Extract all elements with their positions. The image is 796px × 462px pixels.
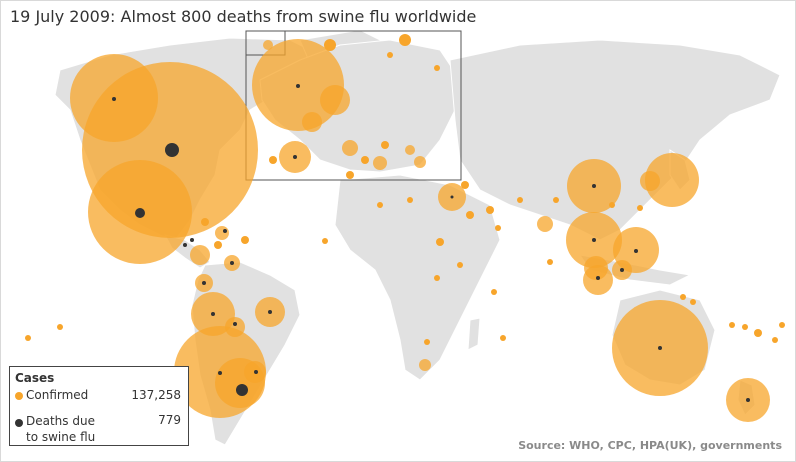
land-africa: [334, 174, 501, 381]
confirmed-small: [553, 197, 559, 203]
death-marker-israel: [450, 195, 454, 199]
death-marker-colombia: [202, 281, 206, 285]
map-title: 19 July 2009: Almost 800 deaths from swi…: [10, 7, 477, 26]
confirmed-small: [269, 156, 277, 164]
confirmed-small: [729, 322, 735, 328]
legend-deaths-value: 779: [158, 413, 181, 427]
confirmed-small: [399, 34, 411, 46]
death-marker-uk: [296, 84, 300, 88]
legend-confirmed-row: Confirmed 137,258: [15, 388, 185, 402]
confirmed-bubble-italy: [342, 140, 358, 156]
confirmed-small: [779, 322, 785, 328]
confirmed-small: [361, 156, 369, 164]
confirmed-bubble-egypt: [414, 156, 426, 168]
death-marker-philippines: [634, 249, 638, 253]
death-marker-peru: [211, 312, 215, 316]
confirmed-dot-icon: [15, 391, 23, 400]
death-marker-chile: [218, 371, 222, 375]
confirmed-small: [772, 337, 778, 343]
confirmed-small: [381, 141, 389, 149]
confirmed-bubble-malaysia: [584, 256, 608, 280]
confirmed-small: [495, 225, 501, 231]
confirmed-bubble-south-africa: [419, 359, 431, 371]
confirmed-small: [461, 181, 469, 189]
legend-heading: Cases: [15, 371, 55, 385]
confirmed-small: [407, 197, 413, 203]
confirmed-bubble-uk-small: [263, 40, 273, 50]
death-marker-central-am-2: [190, 238, 194, 242]
death-marker-spain: [293, 155, 297, 159]
land-madagascar: [467, 317, 481, 351]
death-marker-caribbean: [223, 229, 227, 233]
confirmed-small: [434, 65, 440, 71]
death-marker-venezuela: [230, 261, 234, 265]
confirmed-bubble-bolivia: [225, 317, 245, 337]
death-marker-central-am: [183, 243, 187, 247]
confirmed-small: [214, 241, 222, 249]
confirmed-small: [637, 205, 643, 211]
death-marker-paraguay: [254, 370, 258, 374]
confirmed-small: [387, 52, 393, 58]
confirmed-small: [57, 324, 63, 330]
confirmed-small: [436, 238, 444, 246]
death-marker-argentina: [236, 384, 248, 396]
death-marker-mexico: [135, 208, 145, 218]
confirmed-bubble-india: [537, 216, 553, 232]
confirmed-bubble-japan: [645, 153, 699, 207]
confirmed-bubble-turkey: [405, 145, 415, 155]
legend: Cases Confirmed 137,258 Deaths due to swi…: [9, 366, 189, 446]
confirmed-small: [457, 262, 463, 268]
confirmed-small: [547, 259, 553, 265]
source-credit: Source: WHO, CPC, HPA(UK), governments: [518, 439, 782, 452]
legend-deaths-label-line2: to swine flu: [26, 430, 96, 444]
death-marker-singapore: [596, 276, 600, 280]
confirmed-small: [322, 238, 328, 244]
confirmed-small: [690, 299, 696, 305]
confirmed-small: [201, 218, 209, 226]
legend-confirmed-value: 137,258: [131, 388, 181, 402]
legend-deaths-label: Deaths due to swine flu: [26, 413, 95, 445]
confirmed-small: [434, 275, 440, 281]
death-marker-new-zealand: [746, 398, 750, 402]
europe-inset-frame: [245, 30, 462, 181]
legend-confirmed-label: Confirmed: [26, 388, 89, 402]
confirmed-small: [486, 206, 494, 214]
confirmed-bubble-germany: [320, 85, 350, 115]
confirmed-small: [609, 202, 615, 208]
confirmed-bubble-caribbean: [215, 226, 229, 240]
death-marker-brazil: [268, 310, 272, 314]
confirmed-bubble-france: [302, 112, 322, 132]
confirmed-small: [25, 335, 31, 341]
confirmed-small: [491, 289, 497, 295]
death-marker-australia: [658, 346, 662, 350]
death-marker-usa: [165, 143, 179, 157]
confirmed-small: [346, 171, 354, 179]
death-dot-icon: [15, 418, 23, 427]
land-asia: [449, 39, 781, 241]
legend-deaths-row: Deaths due to swine flu 779: [15, 413, 185, 445]
confirmed-small: [500, 335, 506, 341]
death-marker-bolivia: [233, 322, 237, 326]
confirmed-small: [466, 211, 474, 219]
confirmed-bubble-central-am: [190, 245, 210, 265]
confirmed-small: [742, 324, 748, 330]
confirmed-small: [324, 39, 336, 51]
confirmed-bubble-korea: [640, 171, 660, 191]
confirmed-small: [754, 329, 762, 337]
death-marker-china: [592, 184, 596, 188]
legend-deaths-label-line1: Deaths due: [26, 414, 95, 428]
death-marker-canada: [112, 97, 116, 101]
confirmed-bubble-greece: [373, 156, 387, 170]
confirmed-small: [241, 236, 249, 244]
death-marker-thailand: [592, 238, 596, 242]
confirmed-small: [680, 294, 686, 300]
confirmed-small: [377, 202, 383, 208]
confirmed-small: [424, 339, 430, 345]
confirmed-small: [517, 197, 523, 203]
death-marker-indonesia: [620, 268, 624, 272]
